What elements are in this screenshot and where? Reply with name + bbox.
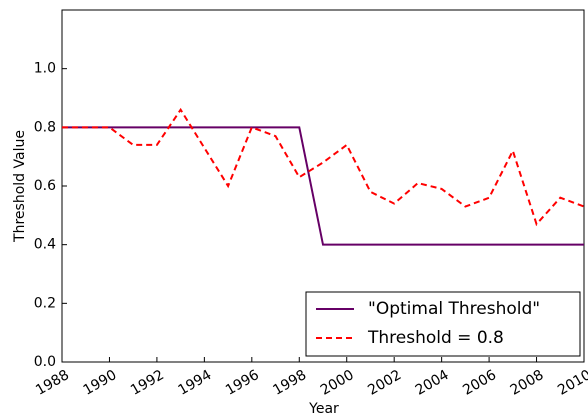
x-tick-label: 1990 (81, 367, 120, 399)
y-tick-label: 0.4 (34, 237, 56, 253)
series-line (62, 107, 585, 227)
y-tick-label: 0.2 (34, 295, 56, 311)
y-tick-label: 1.0 (34, 61, 56, 77)
x-tick-label: 2004 (413, 367, 452, 399)
x-tick-label: 2002 (365, 367, 404, 399)
y-tick-label: 0.0 (34, 354, 56, 370)
x-tick-label: 1992 (128, 367, 167, 399)
x-axis-label: Year (308, 401, 339, 417)
y-tick-label: 0.8 (34, 119, 56, 135)
x-tick-label: 2008 (508, 367, 547, 399)
x-tick-label: 1988 (33, 367, 72, 399)
x-tick-label: 1994 (175, 367, 214, 399)
x-tick-label: 2010 (555, 367, 588, 399)
legend-label: "Optimal Threshold" (368, 299, 540, 319)
legend-label: Threshold = 0.8 (367, 328, 504, 348)
x-tick-label: 1998 (270, 367, 309, 399)
x-tick-label: 1996 (223, 367, 262, 399)
legend-box (305, 291, 581, 357)
x-tick-label: 2006 (460, 367, 499, 399)
x-tick-label: 2000 (318, 367, 357, 399)
series-line (62, 126, 584, 246)
y-tick-label: 0.6 (34, 178, 56, 194)
y-axis-label: Threshold Value (12, 130, 28, 243)
